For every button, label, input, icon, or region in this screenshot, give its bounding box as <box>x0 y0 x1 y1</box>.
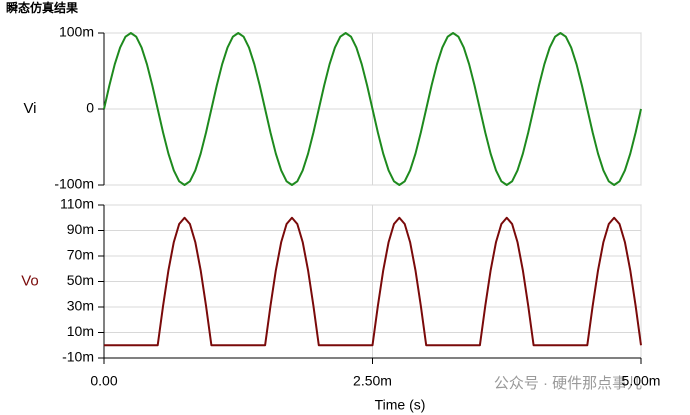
x-tick-label: 0.00 <box>90 373 117 389</box>
y-tick-label: 30m <box>67 298 94 314</box>
x-axis-label: Time (s) <box>375 397 426 413</box>
y-tick-label: 110m <box>60 196 94 212</box>
y-tick-label: 90m <box>67 221 94 237</box>
x-tick-label: 5.00m <box>622 373 661 389</box>
y-tick-label: -10m <box>62 349 94 365</box>
y-tick-label: -100m <box>54 176 94 192</box>
y-tick-label: 10m <box>67 323 94 339</box>
series-line <box>103 32 642 186</box>
series-label: Vo <box>21 272 39 289</box>
series-label: Vi <box>23 100 36 117</box>
y-tick-label: 0 <box>86 100 94 116</box>
series-line <box>104 216 642 347</box>
chart-title: 瞬态仿真结果 <box>6 0 78 15</box>
y-tick-label: 50m <box>67 272 94 288</box>
y-tick-label: 100m <box>59 24 94 40</box>
x-tick-label: 2.50m <box>353 373 392 389</box>
watermark: 公众号 · 硬件那点事儿 <box>494 375 642 392</box>
y-tick-label: 70m <box>67 247 94 263</box>
